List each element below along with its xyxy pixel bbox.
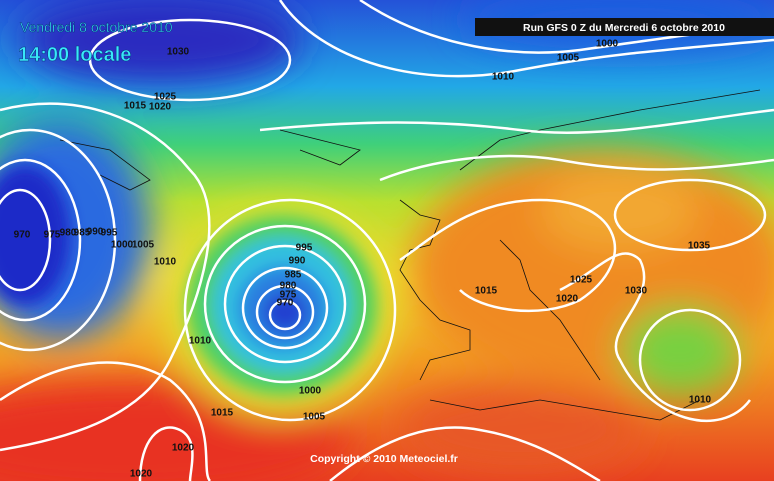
isobar-label: 1015 bbox=[475, 286, 498, 297]
isobar-label: 1025 bbox=[570, 275, 593, 286]
isobar-label: 1010 bbox=[154, 257, 177, 268]
isobar-label: 1020 bbox=[149, 102, 172, 113]
isobar-label: 1015 bbox=[211, 408, 234, 419]
isobar-label: 990 bbox=[289, 256, 306, 267]
isobar-label: 1030 bbox=[625, 286, 648, 297]
isobar-label: 1010 bbox=[689, 395, 712, 406]
isobar-label: 990 bbox=[87, 227, 104, 238]
copyright: Copyright © 2010 Meteociel.fr bbox=[310, 453, 458, 465]
forecast-date: Vendredi 8 octobre 2010 bbox=[20, 19, 173, 35]
isobar-label: 1030 bbox=[167, 47, 190, 58]
isobar-label: 1035 bbox=[688, 241, 711, 252]
run-info: Run GFS 0 Z du Mercredi 6 octobre 2010 bbox=[523, 22, 725, 34]
isobar-label: 970 bbox=[277, 298, 294, 309]
isobar-label: 970 bbox=[14, 230, 31, 241]
isobar-label: 1005 bbox=[557, 53, 580, 64]
isobar-label: 975 bbox=[44, 230, 61, 241]
isobar-label: 975 bbox=[280, 290, 297, 301]
isobar-label: 1010 bbox=[189, 336, 212, 347]
isobar-label: 1005 bbox=[303, 412, 326, 423]
isobar-label: 1020 bbox=[130, 469, 153, 480]
isobar-label: 1010 bbox=[492, 72, 515, 83]
isobar-label: 985 bbox=[74, 228, 91, 239]
isobar-label: 985 bbox=[285, 270, 302, 281]
isobar-label: 1015 bbox=[124, 101, 147, 112]
isobar-label: 980 bbox=[60, 228, 77, 239]
isobar-label: 1000 bbox=[596, 39, 619, 50]
isobar-label: 1025 bbox=[154, 92, 177, 103]
isobar-label: 1005 bbox=[132, 240, 155, 251]
isobar-label: 1000 bbox=[299, 386, 322, 397]
isobar-label: 980 bbox=[280, 281, 297, 292]
isobar-label: 1000 bbox=[111, 240, 134, 251]
isobar-label: 1020 bbox=[172, 443, 195, 454]
isobar-label: 995 bbox=[101, 228, 118, 239]
isobar-label: 1020 bbox=[556, 294, 579, 305]
isobar-label: 995 bbox=[296, 243, 313, 254]
coastlines bbox=[59, 89, 761, 421]
run-banner bbox=[475, 18, 774, 36]
forecast-time: 14:00 locale bbox=[18, 44, 131, 66]
